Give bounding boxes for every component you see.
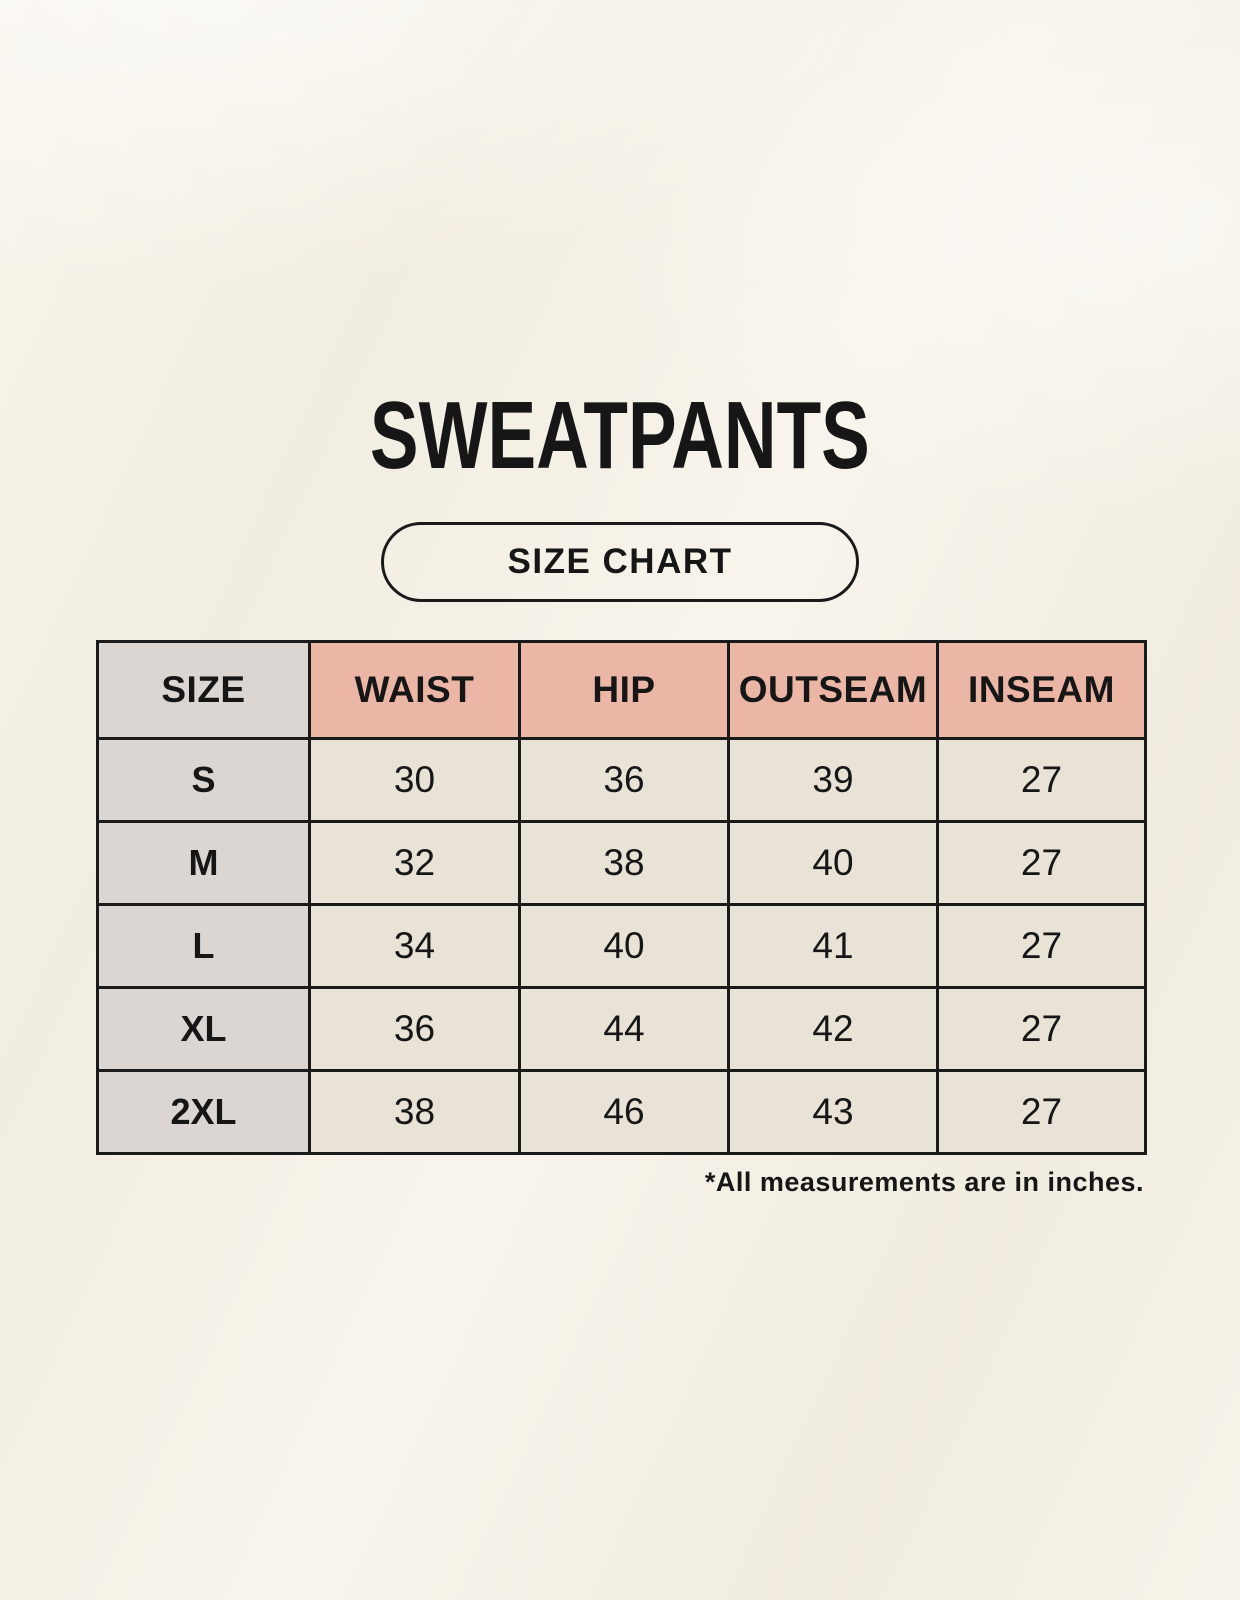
measurements-footnote: *All measurements are in inches.: [704, 1167, 1144, 1197]
size-table-container: SIZE WAIST HIP OUTSEAM INSEAM S 30 36 39…: [96, 640, 1147, 1155]
table-row-m: M 32 38 40 27: [96, 820, 1147, 906]
header-cell-size: SIZE: [96, 640, 311, 740]
size-label-cell: L: [96, 903, 311, 989]
outseam-value-cell: 42: [727, 986, 939, 1072]
table-row-xl: XL 36 44 42 27: [96, 986, 1147, 1072]
outseam-value-cell: 41: [727, 903, 939, 989]
waist-value-cell: 32: [308, 820, 521, 906]
outseam-value-cell: 40: [727, 820, 939, 906]
waist-value-cell: 38: [308, 1069, 521, 1155]
size-table: SIZE WAIST HIP OUTSEAM INSEAM S 30 36 39…: [96, 640, 1147, 1155]
hip-value-cell: 46: [518, 1069, 730, 1155]
header-cell-outseam: OUTSEAM: [727, 640, 939, 740]
table-header-row: SIZE WAIST HIP OUTSEAM INSEAM: [96, 640, 1147, 740]
outseam-value-cell: 43: [727, 1069, 939, 1155]
header-cell-hip: HIP: [518, 640, 730, 740]
header-cell-waist: WAIST: [308, 640, 521, 740]
hip-value-cell: 40: [518, 903, 730, 989]
inseam-value-cell: 27: [936, 737, 1147, 823]
inseam-value-cell: 27: [936, 1069, 1147, 1155]
outseam-value-cell: 39: [727, 737, 939, 823]
table-row-s: S 30 36 39 27: [96, 737, 1147, 823]
hip-value-cell: 44: [518, 986, 730, 1072]
size-label-cell: 2XL: [96, 1069, 311, 1155]
size-label-cell: XL: [96, 986, 311, 1072]
size-label-cell: S: [96, 737, 311, 823]
hip-value-cell: 36: [518, 737, 730, 823]
page-title-text: SWEATPANTS: [370, 382, 870, 489]
inseam-value-cell: 27: [936, 820, 1147, 906]
size-chart-badge: SIZE CHART: [381, 522, 859, 602]
inseam-value-cell: 27: [936, 986, 1147, 1072]
header-cell-inseam: INSEAM: [936, 640, 1147, 740]
size-chart-badge-label: SIZE CHART: [507, 542, 733, 581]
inseam-value-cell: 27: [936, 903, 1147, 989]
page-title: SWEATPANTS: [291, 388, 949, 484]
table-row-2xl: 2XL 38 46 43 27: [96, 1069, 1147, 1155]
table-row-l: L 34 40 41 27: [96, 903, 1147, 989]
size-label-cell: M: [96, 820, 311, 906]
waist-value-cell: 34: [308, 903, 521, 989]
waist-value-cell: 36: [308, 986, 521, 1072]
hip-value-cell: 38: [518, 820, 730, 906]
waist-value-cell: 30: [308, 737, 521, 823]
